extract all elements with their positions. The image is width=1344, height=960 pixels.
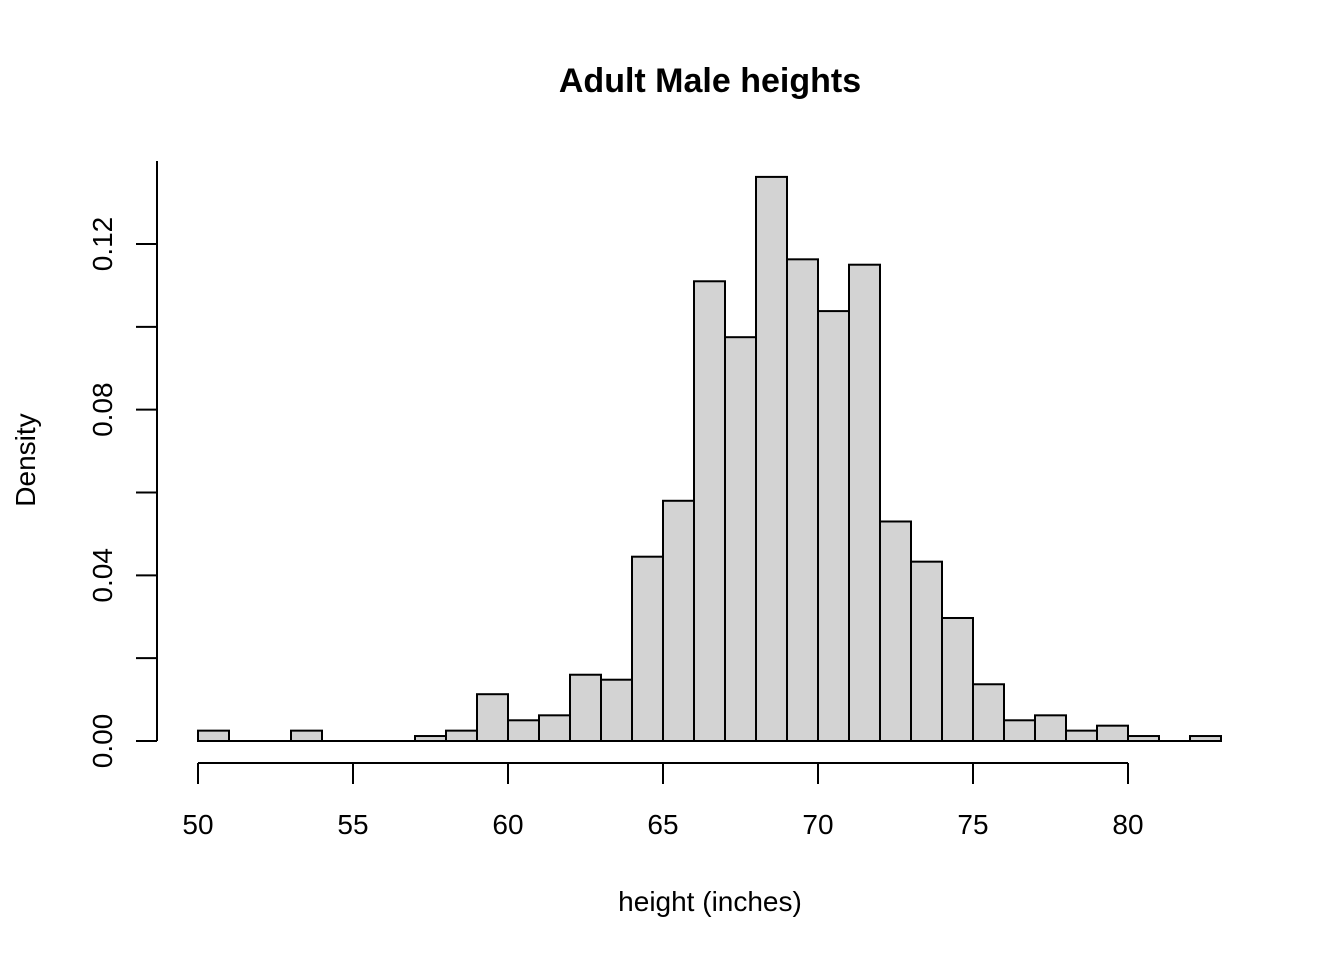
x-tick-label: 60 <box>492 809 523 840</box>
histogram-bar <box>631 555 664 743</box>
histogram-bar <box>1189 735 1222 743</box>
x-tick-label: 55 <box>337 809 368 840</box>
y-axis: 0.00 0.04 0.08 0.12 <box>87 161 158 769</box>
histogram-bar <box>724 336 757 742</box>
y-tick-label: 0.08 <box>87 382 118 437</box>
y-tick-label: 0.12 <box>87 217 118 272</box>
histogram-bar <box>755 175 788 742</box>
histogram-bar <box>1034 714 1067 742</box>
x-axis: 50 55 60 65 70 75 80 <box>182 762 1144 840</box>
histogram-bar <box>817 310 850 742</box>
x-tick-label: 75 <box>957 809 988 840</box>
x-tick-label: 70 <box>802 809 833 840</box>
histogram-bar <box>786 258 819 742</box>
histogram-bar <box>414 735 447 743</box>
histogram-bar <box>972 683 1005 742</box>
histogram-bar <box>1127 735 1160 743</box>
histogram-bar <box>662 499 695 742</box>
histogram-bar <box>941 616 974 742</box>
x-tick-label: 50 <box>182 809 213 840</box>
y-axis-label: Density <box>10 413 41 506</box>
histogram-bar <box>569 673 602 743</box>
x-axis-label: height (inches) <box>618 886 802 917</box>
histogram-bar <box>476 693 509 742</box>
histogram-bar <box>910 560 943 742</box>
histogram-bar <box>290 729 323 742</box>
y-tick-label: 0.04 <box>87 548 118 603</box>
histogram-bar <box>507 719 540 743</box>
histogram-bar <box>538 714 571 742</box>
histogram-bar <box>197 729 230 742</box>
histogram-bar <box>879 520 912 742</box>
histogram-bar <box>1096 724 1129 743</box>
histogram-bar <box>600 678 633 742</box>
histogram-bar <box>445 729 478 742</box>
chart-title: Adult Male heights <box>559 62 861 100</box>
histogram-bar <box>1065 729 1098 742</box>
histogram-bar <box>693 280 726 742</box>
histogram-bar <box>1003 719 1036 743</box>
histogram-bar <box>848 263 881 742</box>
x-tick-label: 65 <box>647 809 678 840</box>
y-tick-label: 0.00 <box>87 714 118 769</box>
x-tick-label: 80 <box>1112 809 1143 840</box>
bars-group <box>197 175 1222 743</box>
